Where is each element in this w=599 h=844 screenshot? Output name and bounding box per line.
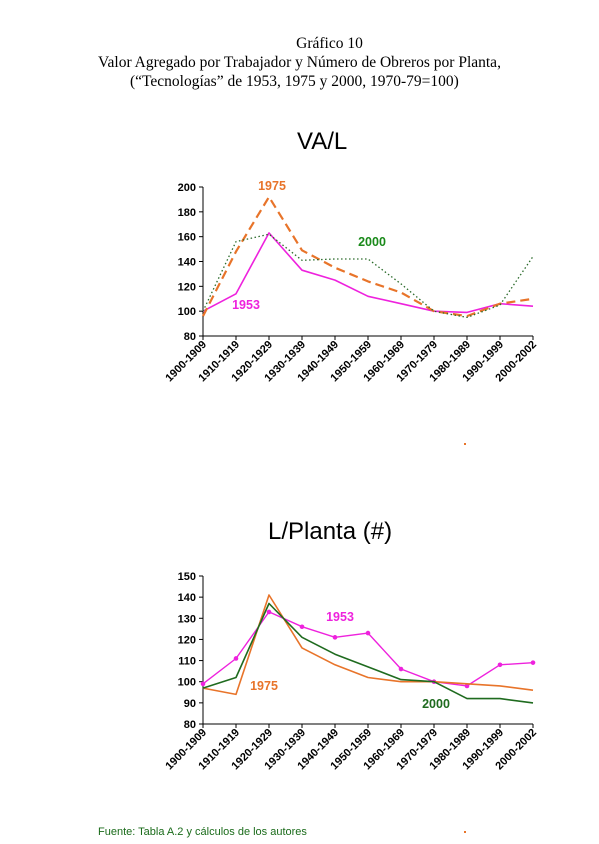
data-point-1953 — [233, 656, 239, 661]
series-line-1953 — [202, 232, 534, 314]
stray-mark — [464, 831, 466, 833]
series-line-1953 — [202, 611, 534, 687]
chart-title-val: VA/L — [297, 128, 348, 155]
stray-mark — [464, 443, 466, 445]
y-tick-label: 100 — [178, 306, 196, 318]
series-label-1975: 1975 — [250, 679, 278, 693]
data-point-1953 — [530, 660, 536, 665]
figure-title: Valor Agregado por Trabajador y Número d… — [98, 54, 501, 71]
y-tick-label: 180 — [178, 207, 196, 219]
data-point-1953 — [200, 681, 206, 687]
y-tick-label: 110 — [178, 656, 196, 668]
y-tick-label: 100 — [178, 677, 196, 689]
series-label-2000: 2000 — [422, 697, 450, 711]
series-line-1975 — [202, 195, 534, 318]
source-note: Fuente: Tabla A.2 y cálculos de los auto… — [98, 826, 307, 838]
y-tick-label: 150 — [178, 571, 196, 583]
data-point-1953 — [398, 666, 404, 672]
y-tick-label: 90 — [184, 698, 196, 710]
chart-title-lplanta: L/Planta (#) — [268, 518, 393, 545]
series-label-1953: 1953 — [232, 298, 260, 312]
y-tick-label: 80 — [184, 719, 196, 731]
figure-subtitle: (“Tecnologías” de 1953, 1975 y 2000, 197… — [130, 73, 459, 90]
figure-number: Gráfico 10 — [296, 35, 363, 52]
y-tick-label: 200 — [178, 182, 196, 194]
data-point-1953 — [497, 662, 503, 668]
data-point-1953 — [464, 683, 470, 689]
series-label-1975: 1975 — [258, 179, 286, 193]
series-line-2000 — [202, 602, 534, 704]
y-tick-label: 140 — [178, 592, 196, 604]
series-label-2000: 2000 — [358, 235, 386, 249]
y-tick-label: 130 — [178, 613, 196, 625]
data-point-1953 — [365, 630, 371, 636]
y-tick-label: 80 — [184, 331, 196, 343]
series-line-2000 — [202, 233, 534, 319]
y-tick-label: 120 — [178, 634, 196, 646]
y-tick-label: 160 — [178, 232, 196, 244]
data-point-1953 — [266, 609, 272, 615]
y-tick-label: 140 — [178, 257, 196, 269]
y-tick-label: 120 — [178, 281, 196, 293]
series-label-1953: 1953 — [326, 610, 354, 624]
figure-header: Gráfico 10 Valor Agregado por Trabajador… — [0, 34, 599, 91]
data-point-1953 — [332, 635, 338, 640]
data-point-1953 — [299, 624, 305, 630]
